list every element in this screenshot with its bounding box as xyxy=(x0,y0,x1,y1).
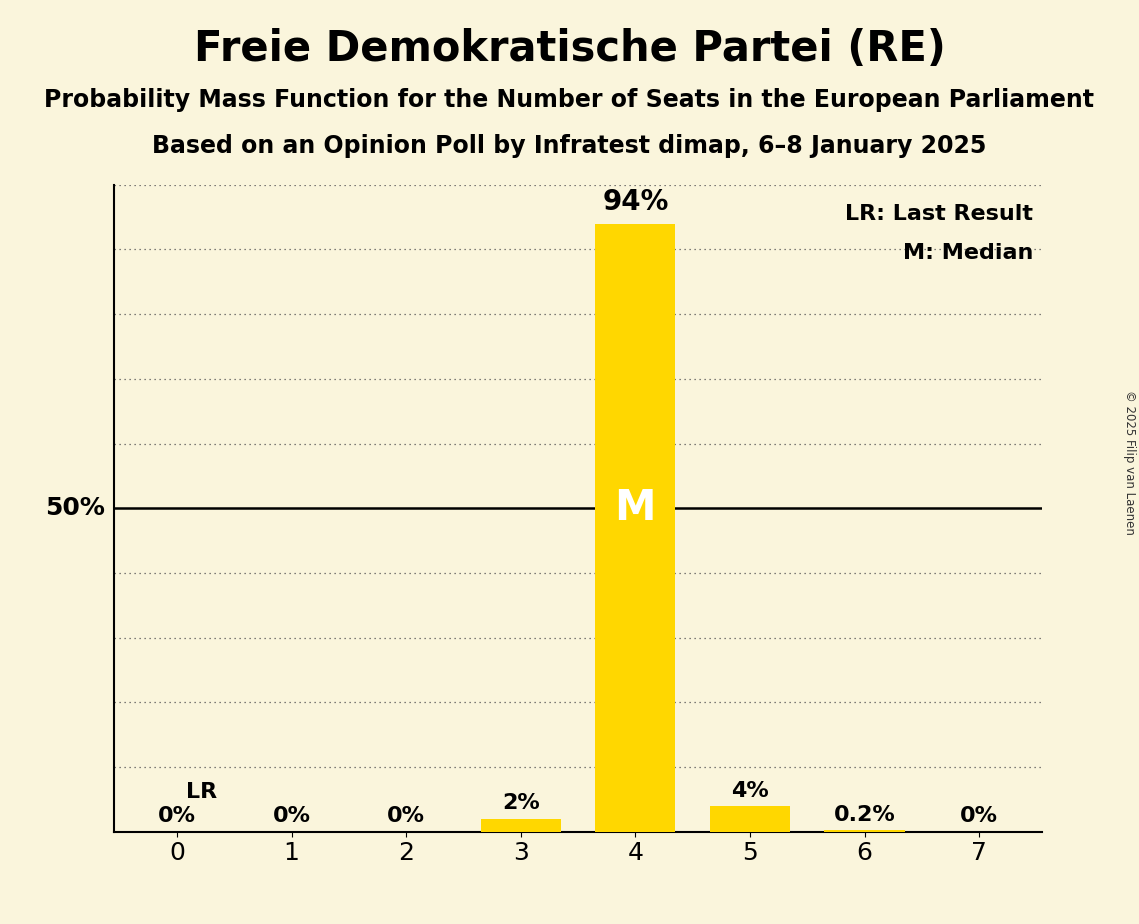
Text: Freie Demokratische Partei (RE): Freie Demokratische Partei (RE) xyxy=(194,28,945,69)
Text: LR: Last Result: LR: Last Result xyxy=(845,204,1033,225)
Text: Probability Mass Function for the Number of Seats in the European Parliament: Probability Mass Function for the Number… xyxy=(44,88,1095,112)
Text: 0%: 0% xyxy=(272,807,311,826)
Text: 0.2%: 0.2% xyxy=(834,805,895,825)
Bar xyxy=(825,831,904,832)
Text: 94%: 94% xyxy=(603,188,669,216)
Text: LR: LR xyxy=(186,783,218,802)
Text: 2%: 2% xyxy=(502,794,540,813)
Bar xyxy=(710,806,790,832)
Text: 4%: 4% xyxy=(731,781,769,800)
Bar xyxy=(596,224,675,832)
Text: M: Median: M: Median xyxy=(902,243,1033,263)
Text: 0%: 0% xyxy=(960,807,998,826)
Text: 50%: 50% xyxy=(44,496,105,520)
Text: Based on an Opinion Poll by Infratest dimap, 6–8 January 2025: Based on an Opinion Poll by Infratest di… xyxy=(153,134,986,158)
Text: 0%: 0% xyxy=(387,807,425,826)
Text: © 2025 Filip van Laenen: © 2025 Filip van Laenen xyxy=(1123,390,1137,534)
Text: 0%: 0% xyxy=(158,807,196,826)
Text: M: M xyxy=(615,487,656,529)
Bar xyxy=(481,819,560,832)
